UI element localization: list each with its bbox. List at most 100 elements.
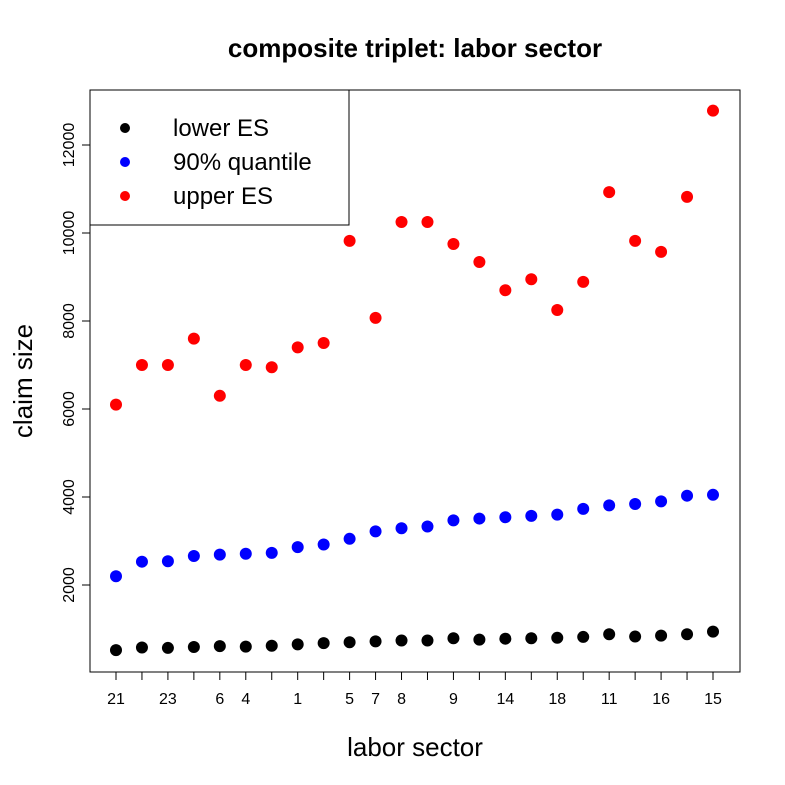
point — [525, 632, 538, 645]
point — [161, 359, 174, 372]
x-tick-label: 1 — [293, 691, 302, 708]
point — [187, 332, 200, 345]
point — [681, 489, 694, 502]
point — [577, 502, 590, 515]
legend-marker — [120, 123, 130, 133]
point — [551, 508, 564, 521]
x-tick-label: 6 — [215, 691, 224, 708]
point — [681, 628, 694, 641]
x-tick-label: 5 — [345, 691, 354, 708]
point — [395, 522, 408, 535]
y-tick-label: 12000 — [61, 123, 78, 168]
x-tick-label: 23 — [159, 691, 177, 708]
point — [499, 511, 512, 524]
point — [577, 630, 590, 643]
point — [707, 104, 719, 117]
point — [161, 555, 174, 568]
x-tick-label: 11 — [601, 691, 618, 708]
point — [110, 398, 122, 411]
x-tick-label: 14 — [496, 691, 514, 708]
x-axis-label: labor sector — [347, 732, 483, 762]
point — [343, 636, 356, 649]
point — [499, 632, 512, 645]
legend-box — [89, 89, 350, 226]
point — [629, 234, 642, 247]
x-tick-label: 7 — [371, 691, 380, 708]
legend-label: 90% quantile — [173, 149, 312, 176]
point — [265, 546, 278, 559]
point — [499, 284, 512, 297]
point — [239, 547, 252, 560]
point — [239, 359, 252, 372]
legend-label: upper ES — [173, 183, 273, 210]
point — [551, 631, 564, 644]
y-axis-label: claim size — [8, 324, 38, 438]
plot-frame — [89, 89, 741, 673]
point — [447, 238, 460, 251]
point — [291, 638, 304, 651]
legend-marker — [120, 157, 130, 167]
point — [603, 499, 616, 512]
x-tick-label: 21 — [107, 691, 125, 708]
point — [161, 641, 174, 654]
point — [655, 245, 668, 258]
point — [551, 304, 564, 317]
point — [369, 635, 382, 648]
point — [213, 640, 226, 653]
y-tick-label: 6000 — [61, 391, 78, 427]
point — [447, 632, 460, 645]
y-tick-label: 4000 — [61, 479, 78, 515]
point — [291, 541, 304, 554]
point — [265, 361, 278, 374]
x-tick-label: 4 — [241, 691, 250, 708]
point — [525, 273, 538, 286]
y-tick-label: 2000 — [61, 567, 78, 603]
point — [603, 628, 616, 641]
point — [395, 634, 408, 647]
point — [317, 538, 330, 551]
point — [343, 234, 356, 247]
point — [447, 514, 460, 527]
point — [577, 275, 590, 288]
point — [317, 637, 330, 650]
x-tick-label: 8 — [397, 691, 406, 708]
point — [421, 520, 434, 533]
point — [681, 190, 694, 203]
point — [603, 186, 616, 199]
point — [343, 532, 356, 545]
point — [187, 549, 200, 562]
point — [135, 359, 148, 372]
legend-label: lower ES — [173, 115, 269, 142]
point — [291, 341, 304, 354]
point — [629, 630, 642, 643]
point — [473, 633, 486, 646]
point — [707, 488, 719, 501]
point — [473, 256, 486, 269]
x-tick-label: 18 — [548, 691, 566, 708]
point — [395, 216, 408, 229]
point — [525, 509, 538, 522]
point — [369, 525, 382, 538]
point — [110, 644, 122, 657]
point — [473, 512, 486, 525]
point — [421, 634, 434, 647]
y-tick-label: 8000 — [61, 303, 78, 339]
point — [707, 625, 719, 638]
point — [135, 641, 148, 654]
point — [135, 555, 148, 568]
point — [655, 495, 668, 508]
point — [239, 640, 252, 653]
point — [213, 389, 226, 402]
point — [317, 337, 330, 350]
point — [655, 629, 668, 642]
point — [369, 311, 382, 324]
x-tick-label: 15 — [704, 691, 722, 708]
legend-marker — [120, 191, 130, 201]
point — [421, 216, 434, 229]
point — [187, 641, 200, 654]
x-tick-label: 9 — [449, 691, 458, 708]
chart-title: composite triplet: labor sector — [228, 33, 602, 63]
point — [629, 498, 642, 511]
point — [265, 639, 278, 652]
